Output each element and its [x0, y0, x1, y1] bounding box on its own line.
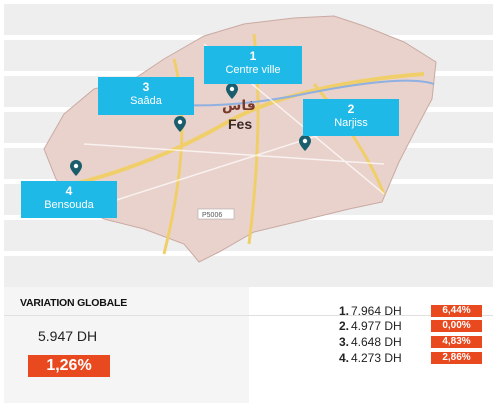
district-name: Saâda: [130, 95, 162, 107]
district-callout-bensouda[interactable]: 4 Bensouda: [21, 181, 117, 218]
ranking-price: 4.273 DH: [351, 351, 402, 365]
road-label: P5006: [202, 212, 222, 219]
district-name: Narjiss: [334, 117, 368, 129]
ranking-change-badge: 0,00%: [431, 320, 482, 332]
ranking-number: 1.: [339, 304, 350, 318]
global-variation-panel: [4, 287, 249, 403]
map-pin-icon[interactable]: [70, 160, 82, 176]
district-rank: 2: [347, 102, 355, 116]
district-rank: 1: [249, 49, 257, 63]
ranking-number: 3.: [339, 335, 350, 349]
map-pin-icon[interactable]: [226, 83, 238, 99]
map-panel: فاس Fes P5006 1 Centre ville 2 Narjiss 3…: [4, 4, 493, 287]
city-label-latin: Fes: [228, 116, 252, 132]
major-road: [73, 72, 425, 186]
ranking-price: 7.964 DH: [351, 304, 402, 318]
district-rank: 3: [142, 80, 150, 94]
road-sign: [197, 208, 235, 220]
map-background-stripe: [4, 256, 493, 287]
summary-section: VARIATION GLOBALE 5.947 DH 1,26% 1. 7.964…: [0, 287, 497, 403]
ranking-number: 2.: [339, 319, 350, 333]
ranking-row: 4. 4.273 DH: [339, 351, 426, 365]
map-pin-icon[interactable]: [174, 116, 186, 132]
ranking-row: 2. 4.977 DH: [339, 319, 426, 333]
district-name: Centre ville: [225, 64, 281, 76]
average-change-badge: 1,26%: [28, 355, 110, 377]
ranking-number: 4.: [339, 351, 350, 365]
ranking-price: 4.977 DH: [351, 319, 402, 333]
district-rank: 4: [65, 184, 73, 198]
district-callout-centre-ville[interactable]: 1 Centre ville: [204, 46, 302, 84]
district-name: Bensouda: [44, 199, 94, 211]
ranking-change-badge: 6,44%: [431, 305, 482, 317]
map-pin-icon[interactable]: [299, 135, 311, 151]
average-price: 5.947 DH: [38, 328, 98, 344]
district-callout-saada[interactable]: 3 Saâda: [98, 77, 194, 115]
ranking-change-badge: 2,86%: [431, 352, 482, 364]
major-road: [312, 83, 386, 195]
ranking-change-badge: 4,83%: [431, 336, 482, 348]
city-label-arabic: فاس: [222, 98, 256, 114]
ranking-price: 4.648 DH: [351, 335, 402, 349]
district-callout-narjiss[interactable]: 2 Narjiss: [303, 99, 399, 136]
divider: [4, 315, 493, 316]
ranking-row: 1. 7.964 DH: [339, 304, 426, 318]
ranking-row: 3. 4.648 DH: [339, 335, 426, 349]
summary-heading: VARIATION GLOBALE: [20, 297, 128, 309]
